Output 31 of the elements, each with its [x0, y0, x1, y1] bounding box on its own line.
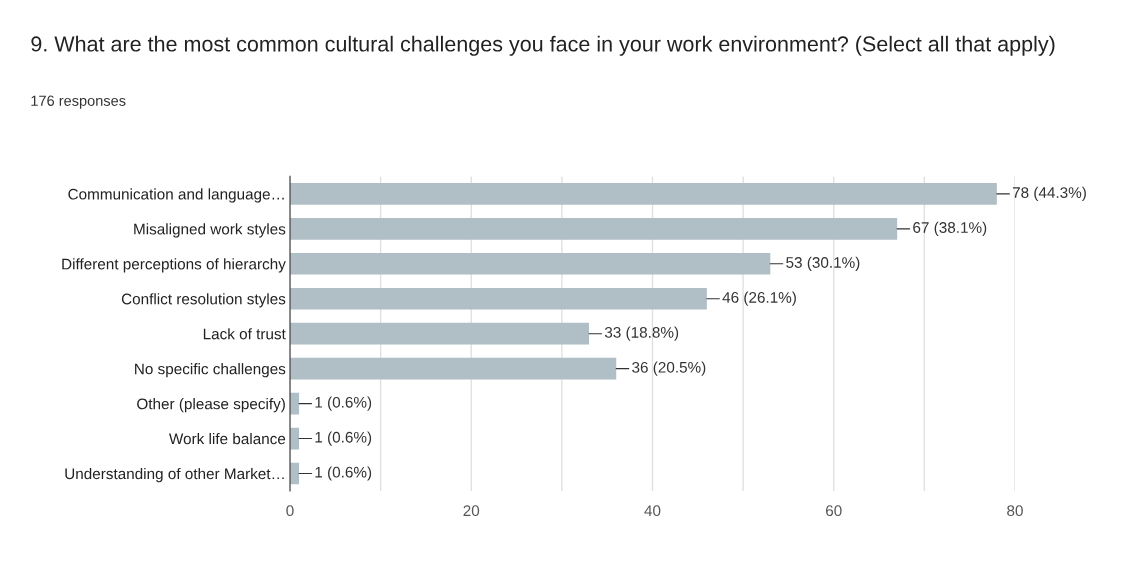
text: 176 responses [31, 95, 126, 109]
y-tick-label: Work life balance [168, 433, 286, 445]
y-tick-label: Understanding of other Market… [65, 467, 284, 483]
data-label: 53 (30.1%) [786, 256, 860, 271]
data-label: 67 (38.1%) [913, 221, 987, 236]
x-tick-label: 80 [1007, 505, 1023, 517]
y-tick-label: Different perceptions of hierarchy [62, 258, 286, 273]
y-tick-label: Lack of trust [203, 328, 286, 340]
x-tick-label: 60 [826, 505, 842, 517]
y-tick-label: No specific challenges [135, 363, 286, 378]
x-tick-label: 40 [644, 505, 661, 517]
data-label: 33 (18.8%) [604, 326, 679, 341]
bar [289, 252, 771, 275]
data-label: 46 (26.1%) [722, 291, 796, 306]
data-label: 78 (44.3%) [1012, 186, 1086, 201]
chart-title: 9. What are the most common cultural challenges you face in your work environment? (Select all that apply) [31, 35, 1055, 56]
x-tick-label: 20 [463, 505, 480, 517]
bar [289, 217, 898, 240]
y-tick-label: Other (please specify) [137, 398, 285, 413]
bar [289, 183, 997, 205]
data-label: 1 (0.6%) [315, 431, 372, 446]
data-label: 1 (0.6%) [315, 466, 372, 481]
y-tick-label: Conflict resolution styles [121, 293, 286, 308]
bar [289, 287, 707, 310]
bar [289, 322, 590, 345]
data-label: 36 (20.5%) [632, 361, 706, 376]
y-tick-label: Communication and language… [68, 188, 284, 203]
y-tick-label: Misaligned work styles [134, 223, 286, 238]
x-tick-label: 0 [286, 505, 294, 517]
bar [289, 357, 617, 380]
data-label: 1 (0.6%) [315, 396, 372, 411]
